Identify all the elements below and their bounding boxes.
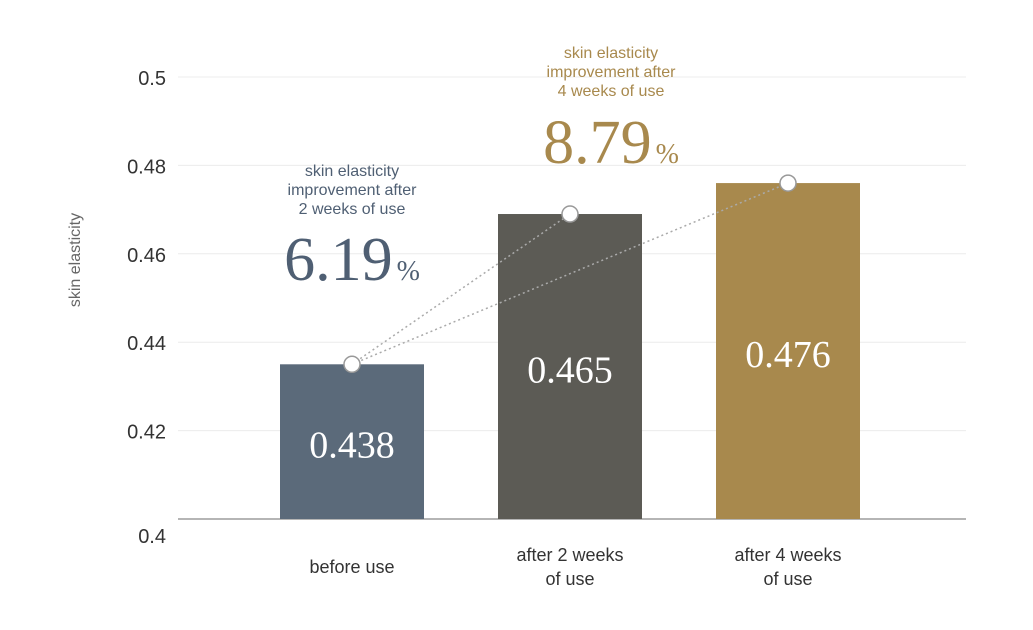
x-tick-labels: before use after 2 weeks of use after 4 wee…	[309, 545, 841, 589]
bar	[280, 364, 424, 519]
data-point-marker	[779, 174, 797, 192]
y-tick-label: 0.46	[127, 245, 166, 267]
connector-line	[351, 182, 789, 365]
annotation-text: improvement after	[547, 64, 677, 81]
bar-value-label: 0.465	[527, 350, 613, 392]
y-tick-label: 0.44	[127, 333, 166, 355]
annotation-text: skin elasticity	[305, 163, 399, 180]
annotation-percent: 6.19%	[284, 226, 420, 294]
y-tick-label: 0.48	[127, 156, 166, 178]
connector-lines	[343, 174, 797, 374]
y-tick-label: 0.5	[138, 68, 166, 90]
x-tick-label: after 4 weeks	[734, 545, 841, 565]
annotation-text: skin elasticity	[564, 45, 658, 62]
data-point-marker	[343, 355, 361, 374]
bars: 0.438 0.465 0.476	[280, 183, 860, 519]
annotations: skin elasticity improvement after 2 weeks …	[284, 45, 679, 294]
annotation-text: 2 weeks of use	[299, 201, 406, 218]
data-point-marker	[561, 205, 579, 223]
y-tick-label: 0.4	[138, 526, 166, 548]
annotation-text: 4 weeks of use	[558, 83, 665, 100]
x-tick-label: of use	[545, 569, 594, 589]
y-axis-label: skin elasticity	[67, 213, 84, 307]
x-tick-label: of use	[763, 569, 812, 589]
y-tick-labels: 0.4 0.42 0.44 0.46 0.48 0.5	[127, 68, 166, 548]
annotation-percent: 8.79%	[543, 109, 679, 177]
x-tick-label: before use	[309, 557, 394, 577]
bar	[498, 214, 642, 519]
bar-value-label: 0.438	[309, 425, 395, 467]
y-tick-label: 0.42	[127, 422, 166, 444]
bar	[716, 183, 860, 519]
bar-value-label: 0.476	[745, 334, 831, 376]
x-tick-label: after 2 weeks	[516, 545, 623, 565]
annotation-text: improvement after	[288, 182, 418, 199]
connector-line	[351, 213, 571, 365]
